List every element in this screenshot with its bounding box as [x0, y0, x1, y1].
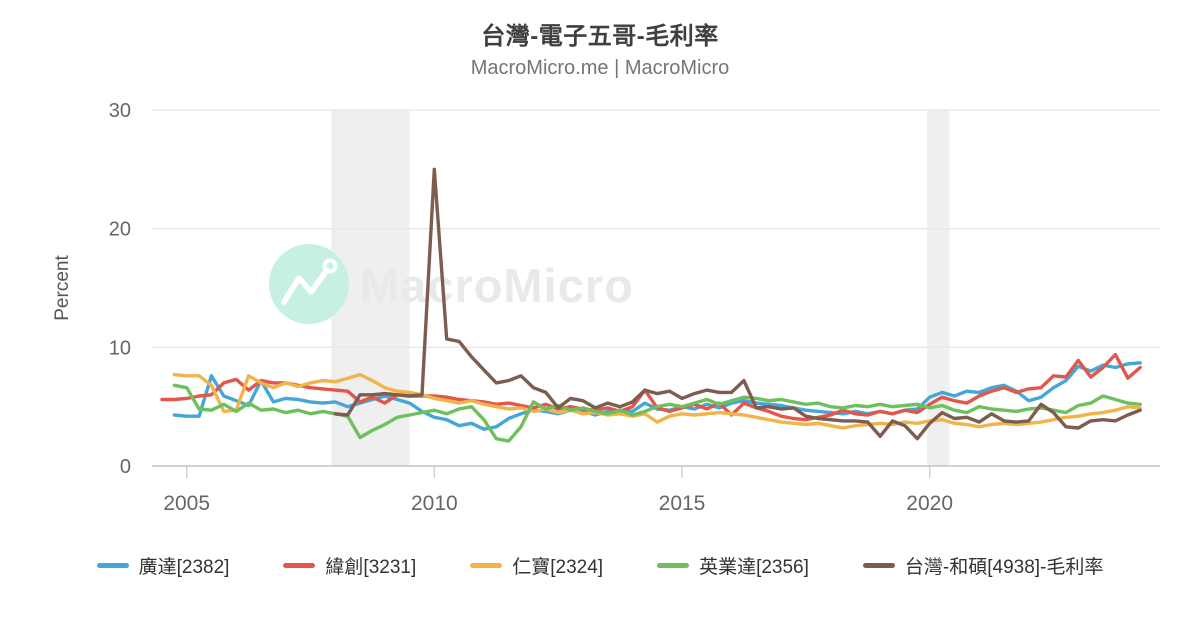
legend-item-2[interactable]: 仁寶[2324]	[470, 552, 603, 579]
series-line-1	[160, 352, 1142, 422]
macromicro-logo	[269, 244, 349, 324]
series-line-2	[172, 372, 1142, 430]
legend-item-4[interactable]: 台灣-和碩[4938]-毛利率	[862, 552, 1104, 579]
series-line-4	[333, 167, 1142, 441]
y-tick-label: 30	[109, 100, 131, 122]
x-tick-label: 2010	[411, 492, 458, 515]
legend-item-1[interactable]: 緯創[3231]	[283, 552, 416, 579]
series-line-0	[172, 361, 1142, 431]
chart-legend: 廣達[2382] 緯創[3231] 仁寶[2324] 英業達[2356] 台灣-和碩[4…	[0, 552, 1200, 579]
logo-ring-icon	[322, 258, 338, 274]
macromicro-watermark: MacroMicro	[269, 244, 634, 324]
legend-swatch-icon	[470, 563, 503, 568]
legend-label: 仁寶[2324]	[512, 557, 604, 578]
y-tick-label: 10	[109, 337, 131, 359]
chart-title: 台灣-電子五哥-毛利率	[481, 23, 719, 50]
legend-label: 英業達[2356]	[699, 557, 809, 578]
legend-item-3[interactable]: 英業達[2356]	[657, 552, 809, 579]
watermark-text: MacroMicro	[360, 259, 634, 312]
y-tick-label: 0	[120, 456, 131, 478]
legend-swatch-icon	[657, 563, 690, 568]
legend-label: 廣達[2382]	[138, 557, 230, 578]
legend-label: 緯創[3231]	[325, 557, 417, 578]
x-tick-label: 2020	[906, 492, 953, 515]
legend-swatch-icon	[283, 563, 316, 568]
x-tick-label: 2005	[163, 492, 210, 515]
y-tick-label: 20	[109, 219, 131, 241]
logo-zigzag-icon	[281, 267, 330, 305]
legend-swatch-icon	[862, 563, 895, 568]
legend-item-0[interactable]: 廣達[2382]	[96, 552, 230, 579]
chart-subtitle: MacroMicro.me | MacroMicro	[470, 57, 730, 79]
y-axis-title: Percent	[52, 255, 73, 321]
recession-band	[927, 110, 950, 466]
legend-label: 台灣-和碩[4938]-毛利率	[904, 557, 1104, 578]
x-tick-label: 2015	[659, 492, 706, 515]
legend-swatch-icon	[96, 563, 129, 568]
